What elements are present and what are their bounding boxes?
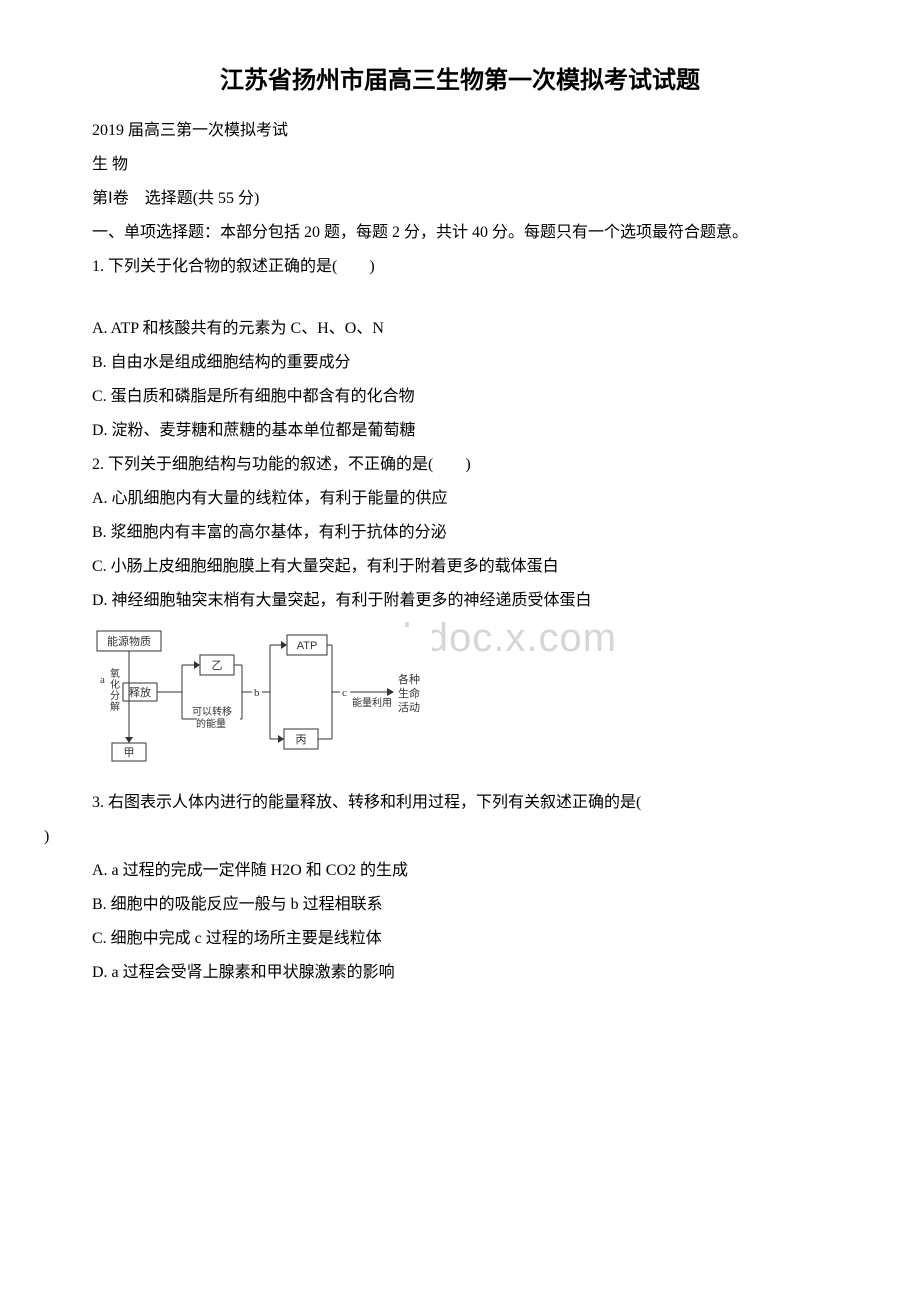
q1-option-a: A. ATP 和核酸共有的元素为 C、H、O、N — [60, 313, 860, 345]
diagram-label-a: a — [100, 674, 105, 686]
diagram-box-atp: ATP — [297, 640, 318, 652]
diagram-box-bing: 丙 — [296, 734, 307, 746]
svg-text:氧化分解: 氧化分解 — [110, 667, 120, 713]
energy-flow-diagram: 能源物质 a 氧化分解 释放 甲 — [92, 627, 432, 777]
q2-option-c: C. 小肠上皮细胞细胞膜上有大量突起，有利于附着更多的载体蛋白 — [60, 551, 860, 583]
q2-option-d: D. 神经细胞轴突末梢有大量突起，有利于附着更多的神经递质受体蛋白 — [60, 585, 860, 617]
diagram-box-yi: 乙 — [212, 659, 223, 672]
q1-stem: 1. 下列关于化合物的叙述正确的是( ) — [60, 251, 860, 283]
q1-option-b: B. 自由水是组成细胞结构的重要成分 — [60, 347, 860, 379]
subtitle-subject: 生 物 — [60, 149, 860, 181]
q3-option-c: C. 细胞中完成 c 过程的场所主要是线粒体 — [60, 923, 860, 955]
document-content: 江苏省扬州市届高三生物第一次模拟考试试题 2019 届高三第一次模拟考试 生 物… — [60, 60, 860, 989]
q2-stem: 2. 下列关于细胞结构与功能的叙述，不正确的是( ) — [60, 449, 860, 481]
svg-text:各种 生命 活动: 各种 生命 活动 — [398, 672, 423, 714]
diagram-label-release: 释放 — [129, 685, 151, 699]
q3-option-a: A. a 过程的完成一定伴随 H2O 和 CO2 的生成 — [60, 855, 860, 887]
q2-option-a: A. 心肌细胞内有大量的线粒体，有利于能量的供应 — [60, 483, 860, 515]
q3-option-b: B. 细胞中的吸能反应一般与 b 过程相联系 — [60, 889, 860, 921]
instructions: 一、单项选择题：本部分包括 20 题，每题 2 分，共计 40 分。每题只有一个… — [60, 217, 860, 249]
diagram-label-c: c — [342, 687, 347, 699]
page-title: 江苏省扬州市届高三生物第一次模拟考试试题 — [60, 60, 860, 95]
diagram-label-b: b — [254, 687, 260, 699]
q1-option-d: D. 淀粉、麦芽糖和蔗糖的基本单位都是葡萄糖 — [60, 415, 860, 447]
diagram-box-jia: 甲 — [124, 747, 135, 759]
q3-stem-close: ) — [44, 821, 860, 853]
diagram-box-energy-source: 能源物质 — [107, 634, 151, 648]
q3-stem: 3. 右图表示人体内进行的能量释放、转移和利用过程，下列有关叙述正确的是( — [60, 787, 860, 819]
section-header: 第Ⅰ卷 选择题(共 55 分) — [60, 183, 860, 215]
q1-option-c: C. 蛋白质和磷脂是所有细胞中都含有的化合物 — [60, 381, 860, 413]
diagram-label-energy-use: 能量利用 — [352, 696, 392, 709]
q2-option-b: B. 浆细胞内有丰富的高尔基体，有利于抗体的分泌 — [60, 517, 860, 549]
q3-option-d: D. a 过程会受肾上腺素和甲状腺激素的影响 — [60, 957, 860, 989]
subtitle-exam: 2019 届高三第一次模拟考试 — [60, 115, 860, 147]
spacer — [60, 285, 860, 313]
